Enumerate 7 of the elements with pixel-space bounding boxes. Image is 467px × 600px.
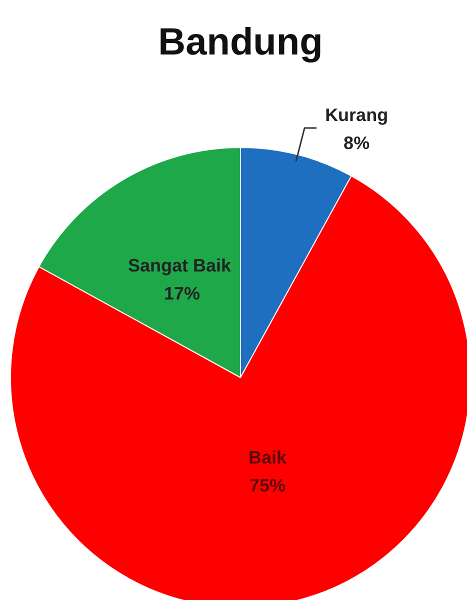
slice-label: Baik [248, 447, 288, 468]
data-label: 17% [164, 284, 200, 304]
slice-label: Kurang [325, 104, 388, 125]
slice-label: Sangat Baik [128, 256, 232, 276]
data-label: 8% [344, 132, 370, 153]
data-label: 75% [249, 475, 286, 496]
chart-title: Bandung [158, 22, 323, 64]
